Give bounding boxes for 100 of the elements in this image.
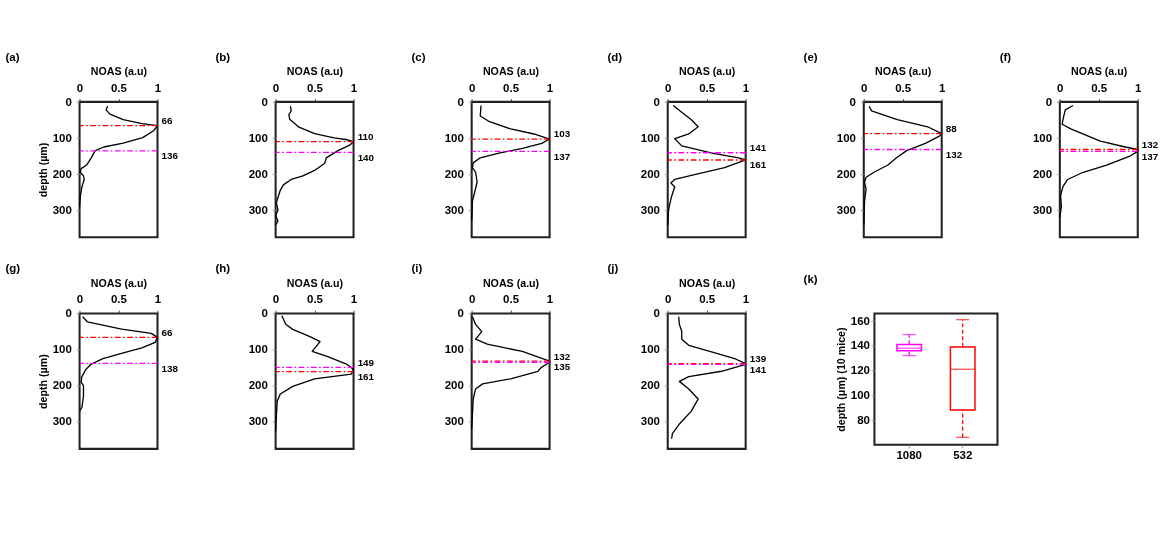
y-tick-label: 300 bbox=[52, 415, 72, 428]
line-series bbox=[471, 316, 551, 430]
y-tick-label: 80 bbox=[857, 413, 870, 426]
x-tick-label: 0.5 bbox=[307, 293, 324, 306]
y-tick-label: 200 bbox=[52, 379, 72, 392]
y-tick-label: 300 bbox=[444, 203, 464, 216]
ref-line-label: 137 bbox=[553, 150, 571, 162]
ref-line-label: 137 bbox=[1141, 150, 1159, 162]
y-tick-label: 0 bbox=[849, 95, 856, 108]
x-tick-label: 0 bbox=[468, 81, 476, 94]
ref-line-label: 88 bbox=[945, 123, 958, 134]
x-tick-label: 1 bbox=[742, 293, 750, 306]
x-tick-label: 0.5 bbox=[307, 81, 324, 94]
chart-title: (k) bbox=[803, 273, 818, 286]
ref-line-label: 149 bbox=[357, 356, 375, 368]
ref-line-label: 141 bbox=[749, 363, 767, 375]
x-tick-label: 1 bbox=[350, 293, 358, 306]
ref-line-label: 138 bbox=[161, 362, 179, 374]
x-axis-title: NOAS (a.u) bbox=[286, 276, 344, 289]
x-tick-label: 0.5 bbox=[699, 81, 716, 94]
line-series bbox=[670, 316, 747, 440]
y-tick-label: 0 bbox=[457, 95, 464, 108]
ref-line-label: 132 bbox=[553, 350, 571, 362]
y-axis-title: depth (μm) (10 mice) bbox=[835, 326, 848, 432]
x-tick-label: 0 bbox=[664, 293, 672, 306]
x-tick-label: 1 bbox=[350, 81, 358, 94]
y-tick-label: 0 bbox=[261, 307, 268, 320]
ref-line-label: 132 bbox=[1141, 138, 1159, 150]
x-axis-title: NOAS (a.u) bbox=[90, 65, 148, 78]
y-tick-label: 160 bbox=[850, 314, 870, 327]
ref-line-label: 66 bbox=[161, 115, 174, 127]
x-tick-label: 0 bbox=[468, 293, 476, 306]
y-tick-label: 100 bbox=[640, 343, 660, 356]
y-tick-label: 0 bbox=[653, 307, 660, 320]
x-tick-label: 0 bbox=[1057, 81, 1064, 94]
chart-title: (h) bbox=[215, 262, 231, 275]
y-tick-label: 100 bbox=[444, 131, 464, 144]
y-tick-label: 200 bbox=[1032, 167, 1053, 180]
line-series bbox=[274, 105, 355, 226]
x-tick-label: 1 bbox=[546, 293, 554, 306]
chart-title: (a) bbox=[5, 50, 20, 63]
x-tick-label: 0 bbox=[272, 293, 280, 306]
x-axis-title: NOAS (a.u) bbox=[482, 65, 540, 78]
chart-title: (g) bbox=[5, 262, 21, 275]
y-tick-label: 300 bbox=[248, 415, 268, 428]
y-tick-label: 200 bbox=[444, 167, 464, 180]
x-tick-label: 0.5 bbox=[110, 81, 128, 94]
ref-line-label: 110 bbox=[357, 130, 375, 142]
y-tick-label: 100 bbox=[52, 131, 72, 144]
y-tick-label: 200 bbox=[836, 167, 856, 180]
y-axis-title: depth (µm) bbox=[36, 353, 49, 409]
x-axis-title: NOAS (a.u) bbox=[90, 276, 148, 289]
y-tick-label: 300 bbox=[640, 203, 660, 216]
y-tick-label: 0 bbox=[653, 95, 660, 108]
x-tick-label: 0 bbox=[76, 81, 84, 94]
x-tick-label: 0 bbox=[664, 81, 672, 94]
y-tick-label: 300 bbox=[1032, 203, 1053, 216]
x-axis-title: NOAS (a.u) bbox=[286, 65, 344, 78]
y-tick-label: 100 bbox=[248, 131, 268, 144]
y-tick-label: 200 bbox=[52, 167, 72, 180]
chart-title: (j) bbox=[607, 262, 619, 275]
ref-line-label: 132 bbox=[945, 148, 963, 160]
y-tick-label: 300 bbox=[248, 203, 268, 216]
y-tick-label: 100 bbox=[640, 131, 660, 144]
y-tick-label: 200 bbox=[248, 379, 268, 392]
x-tick-label: 0.5 bbox=[110, 293, 128, 306]
y-tick-label: 100 bbox=[836, 131, 856, 144]
line-series bbox=[863, 105, 943, 226]
y-tick-label: 0 bbox=[457, 307, 464, 320]
ref-line-label: 103 bbox=[553, 128, 571, 140]
x-tick-label: 0.5 bbox=[1091, 81, 1108, 94]
y-tick-label: 120 bbox=[850, 364, 870, 377]
line-series bbox=[78, 105, 159, 208]
x-tick-label: 0.5 bbox=[895, 81, 912, 94]
ref-line-label: 66 bbox=[161, 326, 174, 338]
y-tick-label: 200 bbox=[444, 379, 464, 392]
x-tick-label: 1080 bbox=[896, 449, 922, 462]
chart-title: (i) bbox=[411, 262, 423, 275]
y-tick-label: 100 bbox=[850, 388, 870, 401]
y-tick-label: 200 bbox=[640, 167, 660, 180]
x-tick-label: 1 bbox=[938, 81, 946, 94]
x-tick-label: 0.5 bbox=[699, 293, 716, 306]
x-axis-title: NOAS (a.u) bbox=[678, 276, 736, 289]
y-tick-label: 200 bbox=[248, 167, 268, 180]
x-tick-label: 1 bbox=[154, 81, 162, 94]
y-tick-label: 100 bbox=[444, 343, 464, 356]
chart-title: (b) bbox=[215, 50, 231, 63]
y-tick-label: 0 bbox=[65, 95, 72, 108]
y-tick-label: 100 bbox=[248, 343, 268, 356]
ref-line-label: 161 bbox=[749, 159, 767, 171]
x-tick-label: 1 bbox=[742, 81, 750, 94]
line-series bbox=[274, 315, 355, 432]
x-tick-label: 1 bbox=[546, 81, 554, 94]
x-tick-label: 0.5 bbox=[503, 81, 520, 94]
ref-line-label: 141 bbox=[749, 142, 767, 154]
chart-title: (d) bbox=[607, 50, 623, 63]
ref-line-label: 135 bbox=[553, 361, 571, 373]
x-tick-label: 1 bbox=[1134, 81, 1142, 94]
y-tick-label: 100 bbox=[52, 343, 72, 356]
chart-title: (c) bbox=[411, 50, 426, 63]
